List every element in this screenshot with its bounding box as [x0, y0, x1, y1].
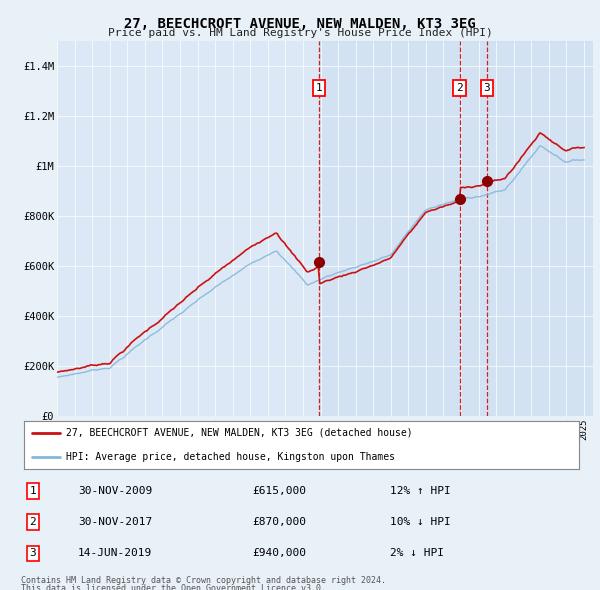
Text: 30-NOV-2009: 30-NOV-2009	[78, 486, 152, 496]
Text: 27, BEECHCROFT AVENUE, NEW MALDEN, KT3 3EG: 27, BEECHCROFT AVENUE, NEW MALDEN, KT3 3…	[124, 17, 476, 31]
Text: 10% ↓ HPI: 10% ↓ HPI	[390, 517, 451, 527]
Text: HPI: Average price, detached house, Kingston upon Thames: HPI: Average price, detached house, King…	[65, 452, 395, 462]
Text: 1: 1	[316, 83, 322, 93]
Text: 1: 1	[29, 486, 37, 496]
Bar	[319, 41, 593, 416]
Text: 27, BEECHCROFT AVENUE, NEW MALDEN, KT3 3EG (detached house): 27, BEECHCROFT AVENUE, NEW MALDEN, KT3 3…	[65, 428, 412, 438]
Text: 2: 2	[29, 517, 37, 527]
Text: 30-NOV-2017: 30-NOV-2017	[78, 517, 152, 527]
Text: Contains HM Land Registry data © Crown copyright and database right 2024.: Contains HM Land Registry data © Crown c…	[21, 576, 386, 585]
Text: 2% ↓ HPI: 2% ↓ HPI	[390, 549, 444, 558]
Text: £940,000: £940,000	[252, 549, 306, 558]
Text: 2: 2	[456, 83, 463, 93]
Text: This data is licensed under the Open Government Licence v3.0.: This data is licensed under the Open Gov…	[21, 584, 326, 590]
Text: Price paid vs. HM Land Registry's House Price Index (HPI): Price paid vs. HM Land Registry's House …	[107, 28, 493, 38]
Text: 14-JUN-2019: 14-JUN-2019	[78, 549, 152, 558]
Text: £870,000: £870,000	[252, 517, 306, 527]
Text: £615,000: £615,000	[252, 486, 306, 496]
Text: 3: 3	[483, 83, 490, 93]
Text: 12% ↑ HPI: 12% ↑ HPI	[390, 486, 451, 496]
Text: 3: 3	[29, 549, 37, 558]
